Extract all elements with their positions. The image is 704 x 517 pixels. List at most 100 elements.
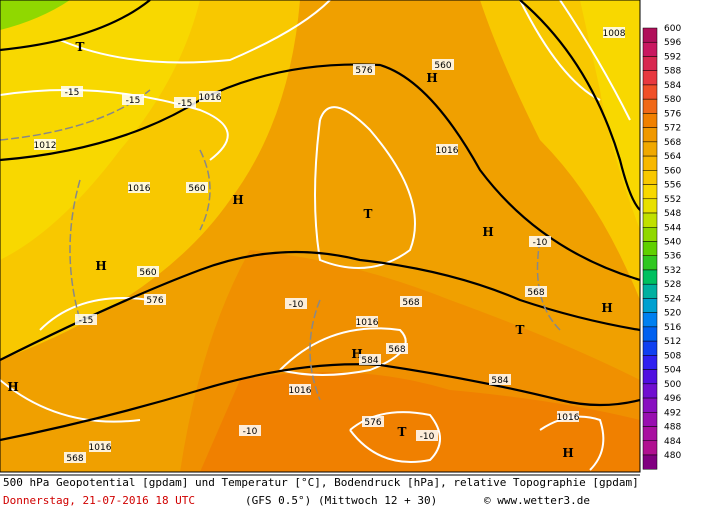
pressure-center: T (364, 207, 373, 221)
colorbar-swatch (642, 326, 658, 342)
colorbar-swatch (642, 454, 658, 470)
colorbar-swatch (642, 241, 658, 256)
pressure-center: H (601, 301, 612, 315)
contour-label: 1016 (557, 413, 580, 423)
label-box (61, 86, 83, 97)
colorbar-swatch (642, 198, 658, 214)
footer-model: (GFS 0.5°) (245, 494, 311, 507)
pressure-lines (0, 89, 561, 401)
colorbar-label: 536 (664, 252, 681, 262)
contour-label: 576 (146, 296, 163, 306)
colorbar-label: 560 (664, 166, 681, 176)
label-box (557, 411, 579, 422)
colorbar-swatch (642, 369, 658, 385)
label-box (436, 144, 458, 155)
label-box (603, 27, 625, 38)
colorbar-swatch (642, 426, 658, 442)
colorbar-swatch (642, 113, 658, 128)
pressure-center: H (351, 347, 362, 361)
colorbar-swatch (642, 127, 658, 143)
colorbar-swatch (642, 141, 658, 157)
colorbar-swatch (642, 27, 658, 43)
contour-label: 1016 (128, 184, 151, 194)
contour-label: 568 (527, 288, 544, 298)
colorbar-label: 496 (664, 394, 681, 404)
colorbar-label: 540 (664, 238, 681, 248)
colorbar-swatch (642, 440, 658, 456)
colorbar-swatch (642, 184, 658, 200)
colorbar-swatch (642, 298, 658, 313)
colorbar-label: 548 (664, 209, 681, 219)
contour-label: -10 (533, 238, 548, 248)
colorbar-label: 512 (664, 337, 681, 347)
colorbar-label: 556 (664, 181, 681, 191)
label-box (128, 182, 150, 193)
colorbar-label: 580 (664, 95, 681, 105)
pressure-center: H (232, 193, 243, 207)
label-box (239, 425, 261, 436)
label-box (289, 384, 311, 395)
contour-label: -15 (178, 99, 193, 109)
colorbar-swatch (642, 155, 658, 171)
colorbar-label: 484 (664, 437, 681, 447)
contour-label: -10 (289, 300, 304, 310)
colorbar-label: 488 (664, 423, 681, 433)
contour-label: 1016 (436, 146, 459, 156)
colorbar-label: 552 (664, 195, 681, 205)
colorbar-swatch (642, 397, 658, 413)
footer-date: Donnerstag, 21-07-2016 18 UTC (3, 494, 195, 507)
pressure-center: H (562, 446, 573, 460)
colorbar-label: 524 (664, 294, 681, 304)
label-box (144, 294, 166, 305)
contour-label: 1016 (356, 318, 379, 328)
colorbar-swatch (642, 312, 658, 328)
colorbar-label: 572 (664, 124, 681, 134)
contour-label: -10 (420, 432, 435, 442)
label-box (186, 182, 208, 193)
contour-label: 576 (364, 418, 381, 428)
label-box (359, 354, 381, 365)
contour-label: 576 (355, 66, 372, 76)
colorbar-label: 576 (664, 109, 681, 119)
pressure-center: H (7, 380, 18, 394)
contour-label: 1008 (603, 29, 626, 39)
colorbar-label: 520 (664, 309, 681, 319)
colorbar-label: 532 (664, 266, 681, 276)
colorbar-swatch (642, 70, 658, 86)
contour-label: 560 (139, 268, 156, 278)
colorbar-swatch (642, 269, 658, 285)
map-frame (0, 0, 641, 473)
colorbar-label: 492 (664, 408, 681, 418)
contour-label: 1016 (289, 386, 312, 396)
colorbar-label: 588 (664, 67, 681, 77)
footer-title: 500 hPa Geopotential [gpdam] und Tempera… (3, 476, 639, 489)
contour-label: 584 (491, 376, 508, 386)
contour-label: 560 (188, 184, 205, 194)
colorbar-label: 564 (664, 152, 681, 162)
footer-credit: © www.wetter3.de (484, 494, 590, 507)
contour-label: -15 (65, 88, 80, 98)
label-box (386, 343, 408, 354)
colorbar-swatch (642, 383, 658, 399)
contour-label: 1016 (199, 93, 222, 103)
colorbar-swatch (642, 212, 658, 228)
colorbar-label: 480 (664, 451, 681, 461)
pressure-center: H (95, 259, 106, 273)
contour-label: 1012 (34, 141, 57, 151)
contour-label: 1016 (89, 443, 112, 453)
colorbar-label: 584 (664, 81, 681, 91)
pressure-center: T (516, 323, 525, 337)
colorbar-swatch (642, 227, 658, 242)
label-box (174, 97, 196, 108)
contour-label: 568 (402, 298, 419, 308)
label-box (64, 452, 86, 463)
contour-label: 568 (388, 345, 405, 355)
colorbar-swatch (642, 41, 658, 57)
colorbar-swatch (642, 56, 658, 71)
colorbar-swatch (642, 355, 658, 370)
label-box (416, 430, 438, 441)
label-box (525, 286, 547, 297)
colorbar-label: 500 (664, 380, 681, 390)
